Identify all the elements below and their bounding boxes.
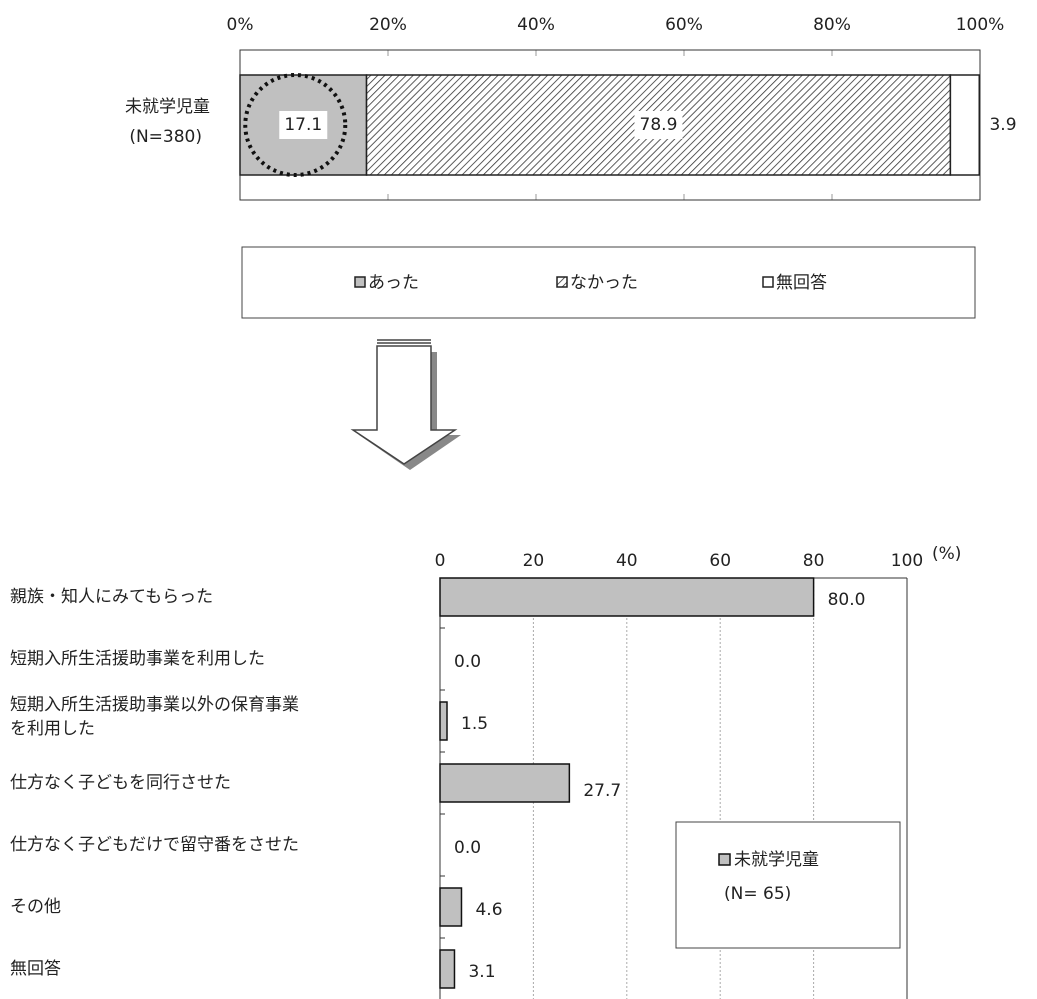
category-label: 短期入所生活援助事業以外の保育事業を利用した	[10, 695, 299, 739]
legend-swatch	[762, 276, 774, 288]
x-tick-label: 40	[616, 551, 638, 571]
legend-swatch	[354, 276, 366, 288]
value-label: 4.6	[475, 900, 502, 920]
x-unit: (%)	[932, 544, 961, 564]
bar	[439, 949, 456, 989]
value-label: 3.9	[989, 115, 1016, 135]
category-label: 親族・知人にみてもらった	[10, 587, 213, 607]
value-label: 0.0	[454, 652, 481, 672]
bar	[439, 887, 463, 927]
category-label: 仕方なく子どもを同行させた	[10, 773, 231, 793]
x-tick-label: 0	[435, 551, 446, 571]
x-tick-label: 80	[803, 551, 825, 571]
legend-label: なかった	[570, 273, 638, 293]
x-tick-label: 100%	[956, 15, 1005, 35]
category-label: 無回答	[10, 959, 61, 979]
value-label: 78.9	[640, 115, 678, 135]
value-label: 27.7	[583, 781, 621, 801]
x-tick-label: 40%	[517, 15, 555, 35]
legend-label: あった	[368, 273, 419, 293]
category-line: を利用した	[10, 719, 95, 739]
legend-box	[675, 821, 901, 949]
legend-swatch	[556, 276, 568, 288]
value-label-bg	[634, 111, 683, 139]
legend-note: (N= 65)	[724, 884, 791, 904]
category-line: 短期入所生活援助事業以外の保育事業	[10, 695, 299, 715]
bar-segment	[949, 74, 981, 176]
down-arrow	[350, 339, 461, 470]
category-label: 未就学児童	[125, 97, 210, 117]
value-label: 17.1	[284, 115, 322, 135]
x-tick-label: 20%	[369, 15, 407, 35]
x-tick-label: 60%	[665, 15, 703, 35]
legend-label: 未就学児童	[734, 850, 819, 870]
legend-swatch	[718, 853, 731, 866]
bar	[439, 763, 571, 803]
category-label: 仕方なく子どもだけで留守番をさせた	[10, 835, 299, 855]
highlight-circle	[243, 73, 348, 177]
value-label: 1.5	[461, 714, 488, 734]
value-label: 80.0	[828, 590, 866, 610]
bar	[439, 577, 815, 617]
value-label: 0.0	[454, 838, 481, 858]
value-label-bg	[279, 111, 328, 139]
category-label: 短期入所生活援助事業を利用した	[10, 649, 265, 669]
value-label: 3.1	[468, 962, 495, 982]
x-tick-label: 100	[891, 551, 923, 571]
x-tick-label: 60	[709, 551, 731, 571]
x-tick-label: 80%	[813, 15, 851, 35]
bar	[439, 701, 448, 741]
legend-label: 無回答	[776, 273, 827, 293]
legend-box	[241, 246, 976, 319]
category-note: (N=380)	[129, 127, 202, 147]
x-tick-label: 0%	[227, 15, 254, 35]
category-label: その他	[10, 897, 61, 917]
x-tick-label: 20	[523, 551, 545, 571]
